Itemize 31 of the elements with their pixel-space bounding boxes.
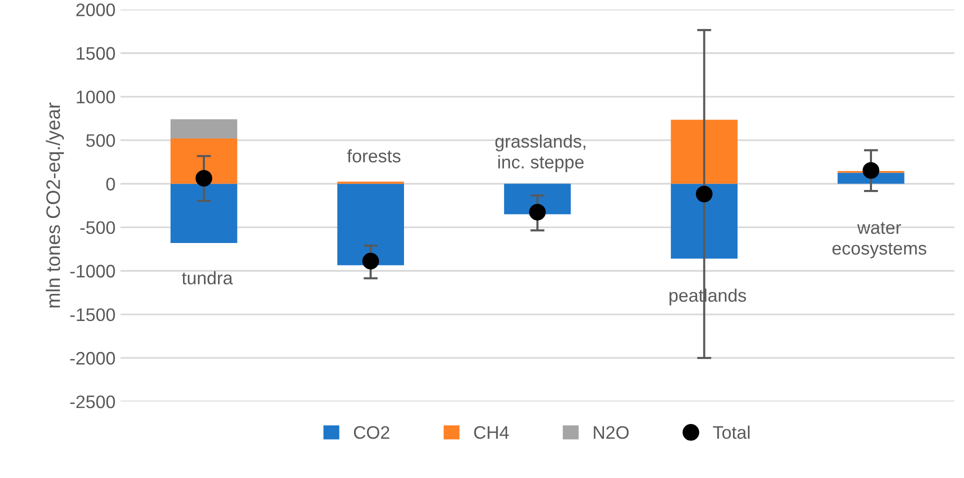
x-tick-label: tundra [182, 271, 233, 284]
y-tick-label: 2000 [76, 3, 115, 16]
legend-label: CH4 [474, 426, 509, 439]
x-tick-label: grasslands, inc. steppe [495, 134, 586, 172]
legend-label: Total [712, 426, 750, 439]
legend-label: CO2 [354, 426, 390, 439]
bar [170, 184, 238, 243]
y-tick-label: 1500 [76, 47, 115, 60]
legend-label: N2O [594, 426, 629, 439]
y-tick-label: -1500 [70, 308, 115, 322]
point [862, 162, 880, 179]
point [196, 170, 212, 187]
y-tick-label: -2000 [70, 352, 115, 365]
y-tick-label: -2500 [70, 395, 115, 408]
bar [504, 184, 571, 214]
bar [670, 184, 738, 259]
x-tick-label: water ecosystems [832, 222, 926, 258]
point [529, 204, 546, 220]
y-tick-label: 0 [106, 178, 115, 190]
x-tick-label: forests [347, 149, 400, 162]
bar [337, 184, 404, 266]
y-axis-title: mln tones CO2-eq./year [46, 102, 64, 308]
y-tick-label: -500 [80, 221, 115, 234]
bar [170, 119, 238, 138]
bar [170, 138, 238, 184]
point [362, 252, 379, 270]
bar [670, 120, 738, 184]
y-tick-label: 1000 [76, 90, 115, 104]
y-tick-label: 500 [86, 134, 115, 147]
y-tick-label: -1000 [70, 264, 115, 278]
point [696, 186, 713, 202]
